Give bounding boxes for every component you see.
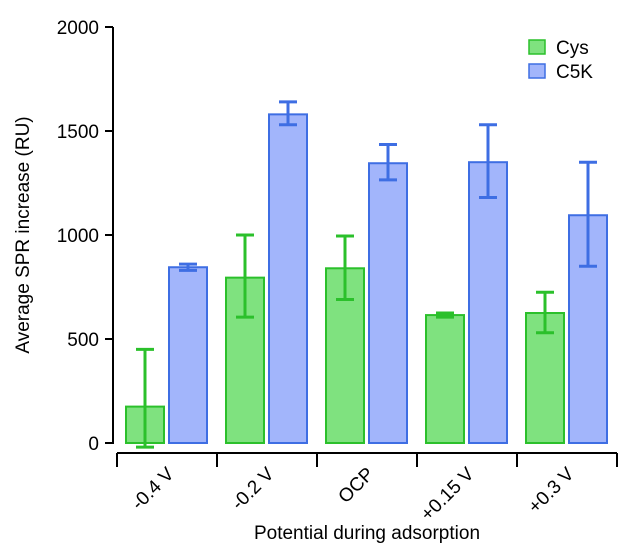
y-axis: 0 500 1000 1500 2000 [57, 18, 114, 455]
legend-swatch [528, 39, 546, 55]
legend: Cys C5K [528, 38, 593, 83]
legend-label: C5K [556, 62, 593, 83]
bar [525, 312, 565, 444]
x-axis: -0.4 V -0.2 V OCP +0.15 V +0.3 V [116, 452, 618, 525]
y-tick-label: 0 [88, 434, 99, 455]
x-axis-title: Potential during adsorption [254, 523, 480, 543]
x-tick-label: +0.15 V [417, 463, 479, 525]
x-tick-label: OCP [335, 464, 379, 508]
legend-swatch [528, 63, 546, 79]
bar [168, 266, 208, 444]
x-tick-label: -0.4 V [128, 463, 179, 514]
y-tick-label: 500 [67, 330, 99, 351]
bar [468, 161, 508, 444]
bar [425, 314, 465, 444]
error-bars [136, 100, 597, 449]
bar [368, 162, 408, 445]
bar [268, 113, 308, 445]
bar [225, 276, 265, 445]
y-tick-label: 1500 [57, 122, 99, 143]
y-tick-label: 2000 [57, 18, 99, 39]
bars [125, 113, 608, 445]
y-axis-title: Average SPR increase (RU) [13, 116, 34, 353]
legend-label: Cys [556, 38, 589, 59]
y-tick-label: 1000 [57, 226, 99, 247]
x-tick-label: +0.3 V [524, 463, 578, 517]
x-tick-label: -0.2 V [228, 463, 279, 514]
